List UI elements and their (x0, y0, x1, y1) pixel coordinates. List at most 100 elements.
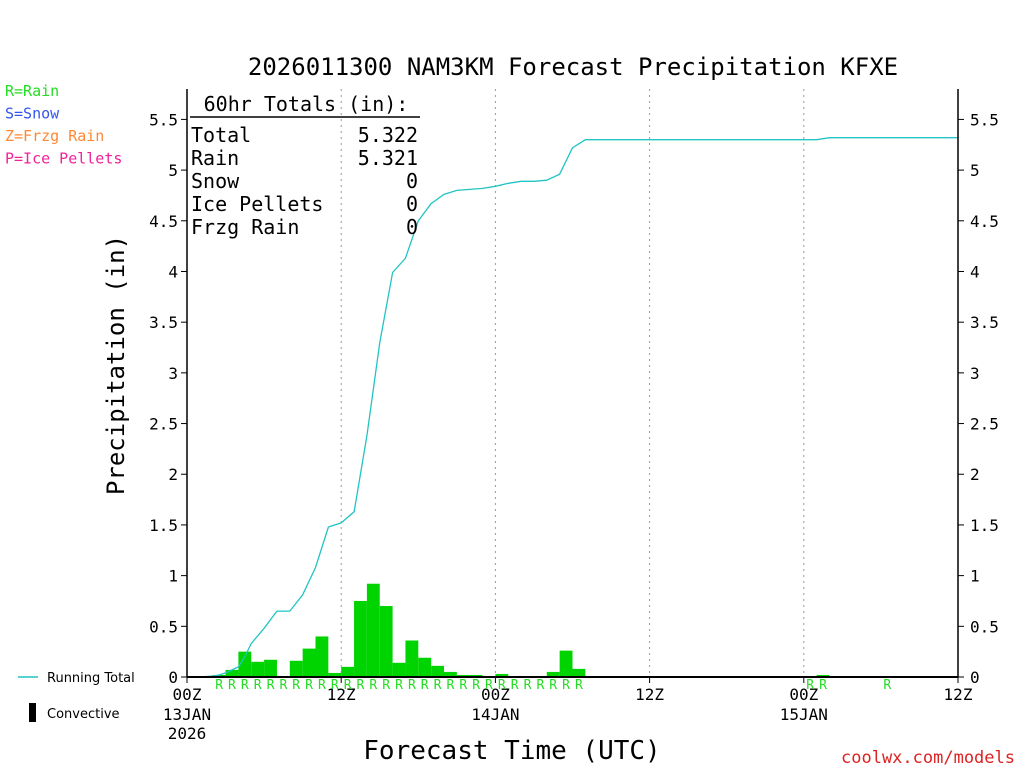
rain-type-mark: R (344, 678, 352, 693)
rain-type-mark: R (536, 678, 544, 693)
y-tick-label-right: 0 (970, 668, 980, 687)
precip-bar (212, 674, 226, 677)
rain-type-mark: R (395, 678, 403, 693)
running-total-line (187, 137, 958, 678)
rain-type-mark: R (279, 678, 287, 693)
precip-bar (289, 660, 303, 677)
totals-row-value: 5.322 (358, 123, 418, 147)
precip-bar (238, 651, 252, 677)
rain-type-mark: R (575, 678, 583, 693)
y-tick-label-left: 1 (168, 567, 178, 586)
precip-bar (816, 674, 830, 677)
x-tick-date-label: 13JAN (163, 705, 211, 724)
rain-type-mark: R (511, 678, 519, 693)
y-tick-label-right: 4 (970, 262, 980, 281)
x-tick-label: 12Z (327, 685, 356, 704)
totals-row-label: Frzg Rain (191, 215, 299, 239)
precip-bar (392, 662, 406, 677)
totals-row-value: 0 (406, 192, 418, 216)
precip-bar (431, 665, 444, 677)
rain-type-mark: R (215, 678, 223, 693)
rain-type-mark: R (228, 678, 236, 693)
rain-type-mark: R (369, 678, 377, 693)
rain-type-mark: R (241, 678, 249, 693)
y-tick-label-right: 1.5 (970, 516, 999, 535)
y-tick-label-right: 2 (970, 465, 980, 484)
rain-type-mark: R (318, 678, 326, 693)
y-tick-label-left: 5 (168, 161, 178, 180)
rain-type-mark: R (421, 678, 429, 693)
rain-type-mark: R (549, 678, 557, 693)
y-tick-label-left: 4.5 (149, 212, 178, 231)
y-tick-label-left: 2 (168, 465, 178, 484)
x-tick-date-label: 14JAN (471, 705, 519, 724)
x-tick-label: 12Z (944, 685, 973, 704)
totals-row-label: Snow (191, 169, 240, 193)
precip-bar (302, 648, 316, 677)
convective-legend-swatch (29, 703, 36, 722)
y-tick-label-left: 0.5 (149, 617, 178, 636)
y-axis-label: Precipitation (in) (102, 235, 130, 495)
x-tick-label: 00Z (481, 685, 510, 704)
x-tick-label: 00Z (173, 685, 202, 704)
rain-type-mark: R (292, 678, 300, 693)
rain-type-mark: R (524, 678, 532, 693)
x-tick-year-label: 2026 (168, 724, 207, 743)
y-tick-label-right: 2.5 (970, 415, 999, 434)
precip-bar (366, 583, 380, 677)
precip-bar (341, 666, 355, 677)
precip-bar (328, 672, 342, 677)
x-axis-label: Forecast Time (UTC) (363, 736, 660, 766)
chart-title: 2026011300 NAM3KM Forecast Precipitation… (248, 53, 898, 81)
precip-bar (405, 640, 419, 677)
rain-type-mark: R (382, 678, 390, 693)
convective-legend-label: Convective (47, 707, 120, 722)
type-legend-item: Z=Frzg Rain (5, 127, 104, 145)
y-tick-label-right: 5 (970, 161, 980, 180)
y-tick-label-right: 5.5 (970, 110, 999, 129)
rain-type-mark: R (434, 678, 442, 693)
y-tick-label-left: 2.5 (149, 415, 178, 434)
line-layer (187, 137, 958, 678)
x-tick-label: 12Z (635, 685, 664, 704)
precip-bar (572, 668, 586, 677)
grid-layer (340, 89, 805, 677)
totals-row-value: 5.321 (358, 146, 418, 170)
rain-type-mark: R (408, 678, 416, 693)
y-tick-label-left: 3 (168, 364, 178, 383)
rain-type-mark: R (819, 678, 827, 693)
precip-bar (225, 669, 239, 677)
y-tick-label-right: 1 (970, 567, 980, 586)
rain-type-mark: R (331, 678, 339, 693)
precip-bar (251, 661, 265, 677)
precip-bar (354, 600, 367, 677)
y-tick-label-left: 4 (168, 262, 178, 281)
rain-type-mark: R (267, 678, 275, 693)
running-total-legend-label: Running Total (47, 671, 135, 686)
y-tick-label-right: 3 (970, 364, 980, 383)
text-layer: 0 00.5 0.51 11.5 1.52 22.5 2.53 33.5 3.54 44.5 4.5… (5, 82, 999, 743)
precip-bar (559, 650, 573, 677)
precip-bar (418, 657, 432, 677)
precip-bar (495, 673, 509, 677)
rain-type-mark: R (357, 678, 365, 693)
precip-bar (315, 636, 329, 677)
precip-bar (469, 674, 483, 677)
x-tick-label: 00Z (789, 685, 818, 704)
rain-type-mark: R (498, 678, 506, 693)
totals-row-value: 0 (406, 169, 418, 193)
rain-type-mark: R (254, 678, 262, 693)
totals-row-value: 0 (406, 215, 418, 239)
y-tick-label-left: 5.5 (149, 110, 178, 129)
totals-row-label: Total (191, 123, 251, 147)
type-legend-item: S=Snow (5, 105, 60, 123)
rain-type-mark: R (305, 678, 313, 693)
rain-type-mark: R (562, 678, 570, 693)
y-tick-label-left: 3.5 (149, 313, 178, 332)
axes-layer (181, 89, 964, 683)
precip-bar (264, 659, 277, 677)
y-tick-label-right: 4.5 (970, 212, 999, 231)
y-tick-label-left: 1.5 (149, 516, 178, 535)
rain-type-mark: R (447, 678, 455, 693)
rain-type-mark: R (459, 678, 467, 693)
